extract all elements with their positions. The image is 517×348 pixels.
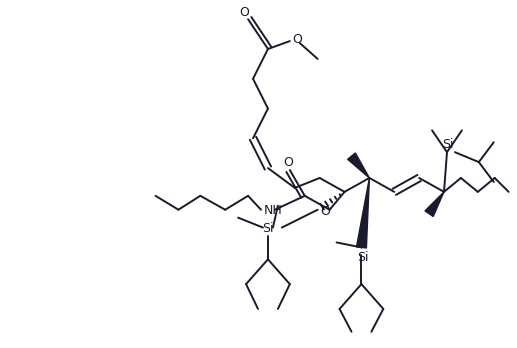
Text: Si: Si <box>442 138 454 151</box>
Text: Si: Si <box>262 222 273 235</box>
Text: O: O <box>292 33 302 46</box>
Text: O: O <box>321 205 330 218</box>
Text: Si: Si <box>357 251 368 264</box>
Polygon shape <box>425 192 444 216</box>
Polygon shape <box>347 153 370 178</box>
Text: O: O <box>239 6 249 19</box>
Text: NH: NH <box>264 204 282 217</box>
Polygon shape <box>357 178 370 248</box>
Text: O: O <box>283 156 293 168</box>
